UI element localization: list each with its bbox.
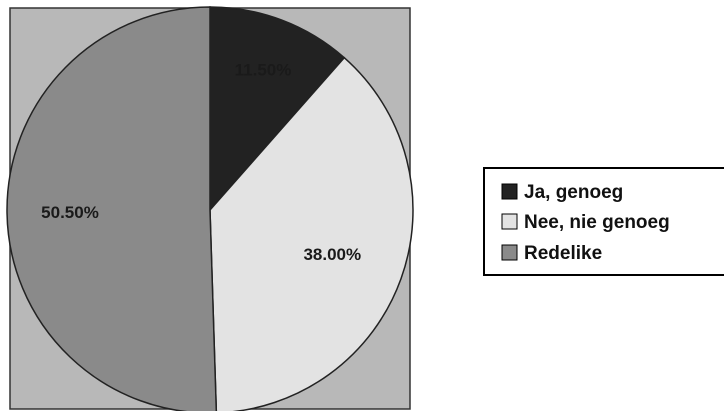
legend-label-redelike: Redelike bbox=[524, 243, 602, 264]
legend-box bbox=[483, 167, 724, 276]
slice-label-ja-genoeg: 11.50% bbox=[235, 61, 292, 80]
slice-label-redelike: 50.50% bbox=[41, 203, 99, 222]
pie-slice-labels: 11.50% 38.00% 50.50% bbox=[41, 61, 361, 264]
legend-swatch-redelike bbox=[501, 244, 518, 261]
pie-slice-ja-genoeg bbox=[209, 6, 346, 212]
pie-slice-nee-nie-genoeg bbox=[209, 56, 414, 411]
legend: Ja, genoeg Nee, nie genoeg Redelike bbox=[483, 167, 724, 276]
pie-slices bbox=[6, 6, 414, 411]
pie-slice-redelike bbox=[6, 6, 218, 411]
legend-label-nee-nie-genoeg: Nee, nie genoeg bbox=[524, 212, 670, 233]
legend-label-ja-genoeg: Ja, genoeg bbox=[524, 182, 623, 203]
legend-swatch-nee-nie-genoeg bbox=[501, 213, 518, 230]
slice-label-nee-nie-genoeg: 38.00% bbox=[303, 245, 361, 264]
legend-swatch-ja-genoeg bbox=[501, 183, 518, 200]
